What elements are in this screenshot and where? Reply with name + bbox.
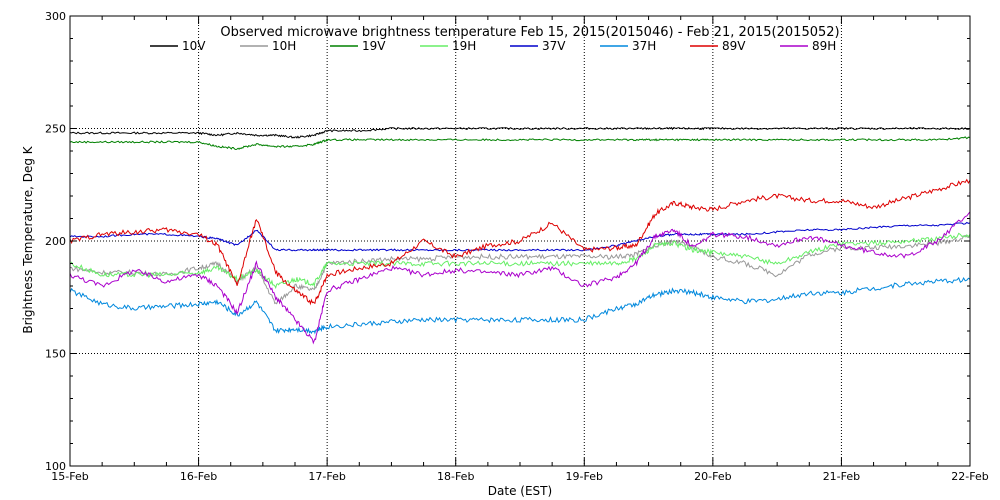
series-line-37H xyxy=(69,276,971,335)
x-tick-label: 19-Feb xyxy=(566,470,603,483)
x-tick-label: 20-Feb xyxy=(694,470,731,483)
series-line-10V xyxy=(69,126,971,139)
series-line-19H xyxy=(69,232,971,290)
x-axis-label: Date (EST) xyxy=(488,484,552,498)
series-line-89H xyxy=(69,211,971,345)
x-tick-label: 15-Feb xyxy=(51,470,88,483)
y-tick-label: 100 xyxy=(45,460,66,473)
legend-label-10H: 10H xyxy=(272,39,296,53)
legend-label-89H: 89H xyxy=(812,39,836,53)
y-axis-label: Brightness Temperature, Deg K xyxy=(21,145,35,333)
x-tick-label: 18-Feb xyxy=(437,470,474,483)
series-line-37V xyxy=(69,221,971,252)
y-tick-label: 250 xyxy=(45,123,66,136)
chart-title: Observed microwave brightness temperatur… xyxy=(220,25,839,40)
x-tick-label: 21-Feb xyxy=(823,470,860,483)
legend-label-37H: 37H xyxy=(632,39,656,53)
legend-label-37V: 37V xyxy=(542,39,566,53)
x-tick-label: 22-Feb xyxy=(951,470,988,483)
legend-label-89V: 89V xyxy=(722,39,746,53)
y-tick-label: 150 xyxy=(45,348,66,361)
y-tick-label: 300 xyxy=(45,10,66,23)
legend-label-10V: 10V xyxy=(182,39,206,53)
y-tick-label: 200 xyxy=(45,235,66,248)
series-line-19V xyxy=(69,136,971,151)
legend-label-19H: 19H xyxy=(452,39,476,53)
x-tick-label: 17-Feb xyxy=(308,470,345,483)
x-tick-label: 16-Feb xyxy=(180,470,217,483)
series-line-89V xyxy=(69,178,971,306)
legend-label-19V: 19V xyxy=(362,39,386,53)
